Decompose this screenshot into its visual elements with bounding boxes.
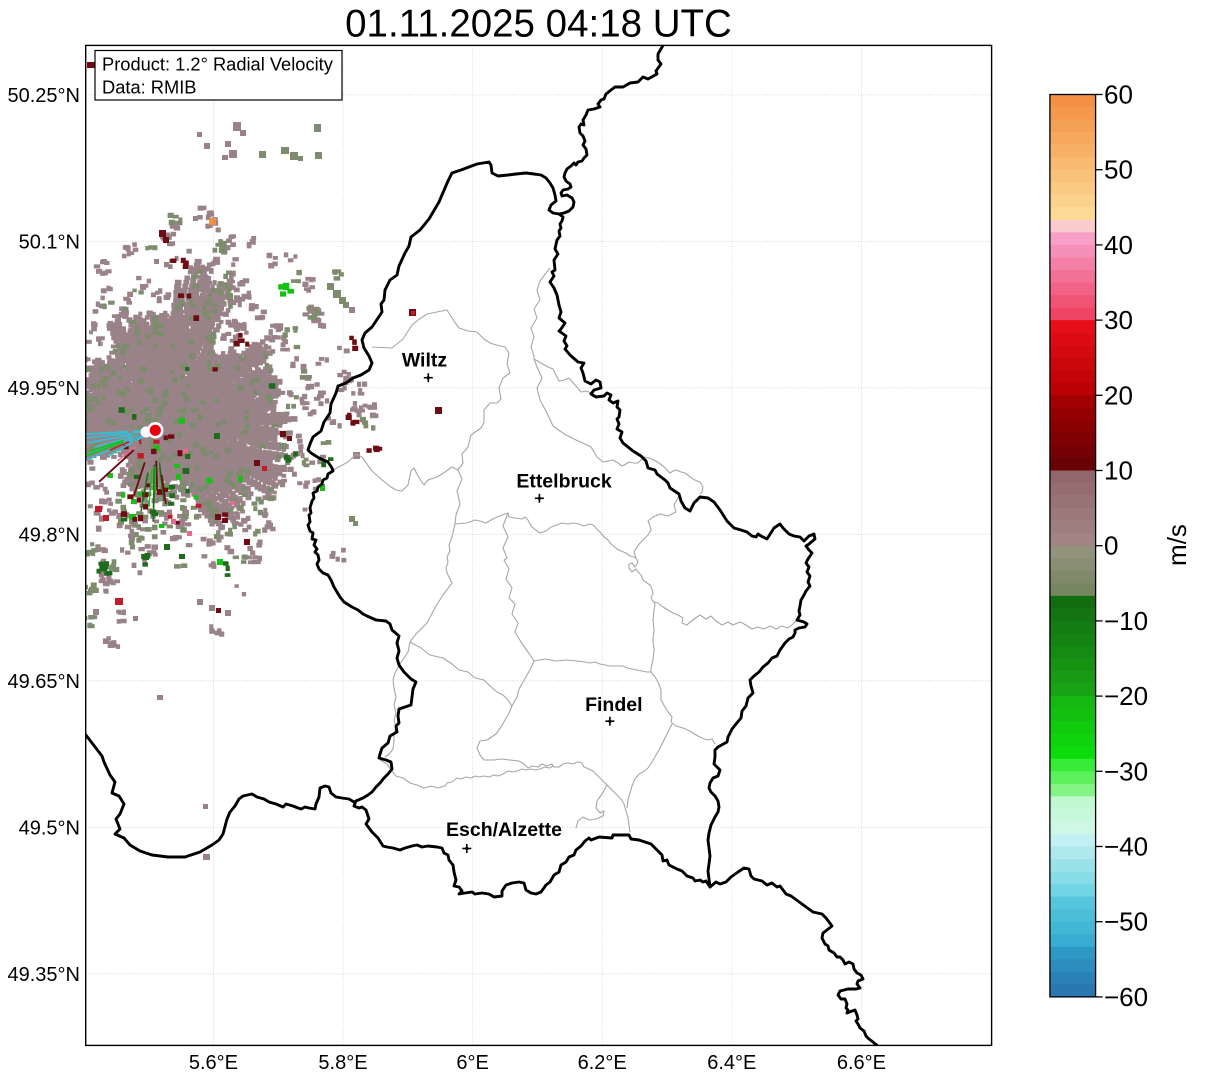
svg-text:Ettelbruck: Ettelbruck	[516, 471, 612, 493]
svg-text:Wiltz: Wiltz	[402, 350, 448, 372]
svg-text:50.25°N: 50.25°N	[8, 85, 81, 107]
svg-text:49.65°N: 49.65°N	[8, 671, 81, 693]
svg-text:−60: −60	[1104, 982, 1148, 1012]
svg-text:Esch/Alzette: Esch/Alzette	[446, 819, 562, 841]
svg-text:−40: −40	[1104, 832, 1148, 862]
svg-text:−20: −20	[1104, 681, 1148, 711]
svg-text:−50: −50	[1104, 907, 1148, 937]
svg-text:01.11.2025 04:18 UTC: 01.11.2025 04:18 UTC	[345, 3, 732, 46]
svg-text:20: 20	[1104, 380, 1133, 410]
svg-text:10: 10	[1104, 456, 1133, 486]
svg-text:30: 30	[1104, 305, 1133, 335]
svg-text:m/s: m/s	[1162, 524, 1192, 566]
svg-text:50: 50	[1104, 155, 1133, 185]
svg-text:49.8°N: 49.8°N	[19, 524, 80, 546]
svg-text:Findel: Findel	[585, 694, 642, 716]
svg-text:6.6°E: 6.6°E	[837, 1052, 886, 1074]
svg-text:6°E: 6°E	[456, 1052, 488, 1074]
svg-text:0: 0	[1104, 531, 1118, 561]
svg-text:49.35°N: 49.35°N	[8, 964, 81, 986]
svg-text:49.95°N: 49.95°N	[8, 378, 81, 400]
svg-text:5.8°E: 5.8°E	[318, 1052, 367, 1074]
svg-text:6.2°E: 6.2°E	[578, 1052, 627, 1074]
svg-text:−30: −30	[1104, 756, 1148, 786]
svg-text:5.6°E: 5.6°E	[189, 1052, 238, 1074]
svg-text:−10: −10	[1104, 606, 1148, 636]
svg-text:49.5°N: 49.5°N	[19, 817, 80, 839]
svg-text:40: 40	[1104, 230, 1133, 260]
svg-text:60: 60	[1104, 80, 1133, 110]
svg-text:Product: 1.2° Radial Velocity: Product: 1.2° Radial Velocity	[102, 54, 334, 75]
svg-text:Data: RMIB: Data: RMIB	[102, 77, 196, 98]
svg-text:6.4°E: 6.4°E	[707, 1052, 756, 1074]
svg-text:50.1°N: 50.1°N	[19, 231, 80, 253]
